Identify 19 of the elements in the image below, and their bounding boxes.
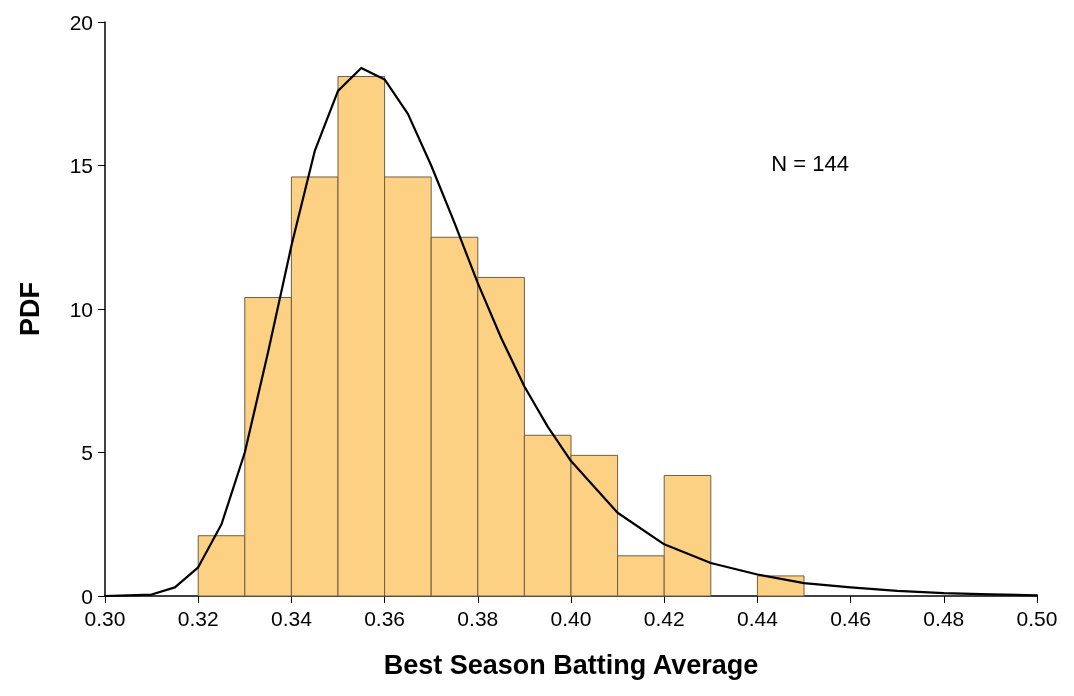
y-axis-title: PDF bbox=[14, 282, 45, 336]
x-tick-label: 0.40 bbox=[550, 607, 592, 630]
x-axis-title: Best Season Batting Average bbox=[383, 649, 759, 680]
y-tick-label: 10 bbox=[69, 297, 93, 321]
x-tick-label: 0.30 bbox=[84, 607, 126, 630]
x-tick-label: 0.46 bbox=[830, 607, 872, 630]
y-tick-label: 5 bbox=[81, 441, 93, 464]
annotation: N = 144 bbox=[771, 150, 850, 176]
x-tick-label: 0.34 bbox=[270, 607, 313, 630]
y-tick-label: 0 bbox=[81, 584, 93, 608]
x-tick-label: 0.38 bbox=[457, 607, 499, 630]
x-tick-label: 0.32 bbox=[177, 607, 219, 630]
x-tick-label: 0.50 bbox=[1016, 607, 1058, 630]
x-tick-label: 0.36 bbox=[364, 607, 406, 630]
y-tick-label: 15 bbox=[69, 154, 93, 177]
x-tick-label: 0.48 bbox=[923, 607, 965, 630]
y-tick-label: 20 bbox=[69, 10, 93, 34]
x-tick-label: 0.42 bbox=[643, 607, 685, 630]
x-tick-label: 0.44 bbox=[736, 607, 779, 630]
